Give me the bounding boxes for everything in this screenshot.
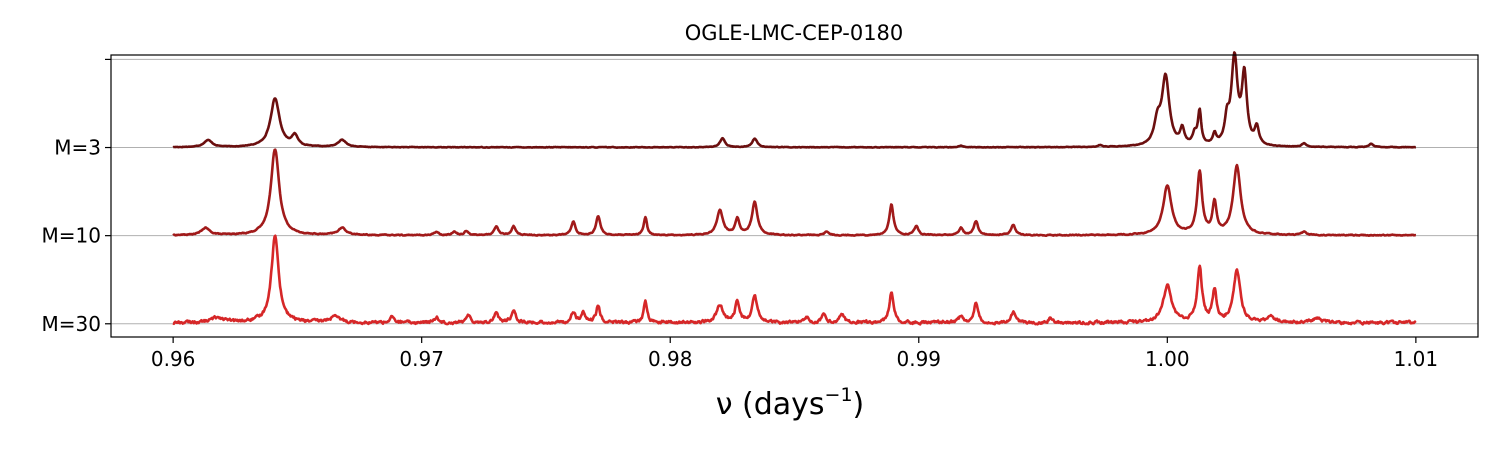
series-group <box>172 51 1417 326</box>
x-tick-label: 0.97 <box>399 347 444 371</box>
x-axis-label-close: ) <box>853 387 865 422</box>
y-tick-label: M=3 <box>54 136 101 160</box>
series-line-2 <box>172 234 1417 326</box>
x-axis: 0.96 0.97 0.98 0.99 1.00 1.01 <box>151 337 1438 371</box>
plot-frame <box>110 54 1479 338</box>
series-line-1 <box>172 148 1417 237</box>
y-tick-label: M=30 <box>42 312 101 336</box>
x-tick-label: 0.98 <box>648 347 693 371</box>
x-tick-label: 1.01 <box>1394 347 1439 371</box>
x-axis-label-sup: −1 <box>825 384 853 406</box>
x-tick-label: 0.96 <box>151 347 196 371</box>
y-axis: M=30 M=10 M=3 <box>42 58 111 336</box>
x-tick-label: 0.99 <box>897 347 942 371</box>
x-tick-label: 1.00 <box>1145 347 1190 371</box>
x-axis-label: ν (days−1) <box>716 384 865 422</box>
x-axis-label-base: ν (days <box>716 387 825 422</box>
series-line-0 <box>172 51 1417 149</box>
y-tick-label: M=10 <box>42 224 101 248</box>
grid <box>111 58 1478 325</box>
chart-title: OGLE-LMC-CEP-0180 <box>685 21 904 45</box>
